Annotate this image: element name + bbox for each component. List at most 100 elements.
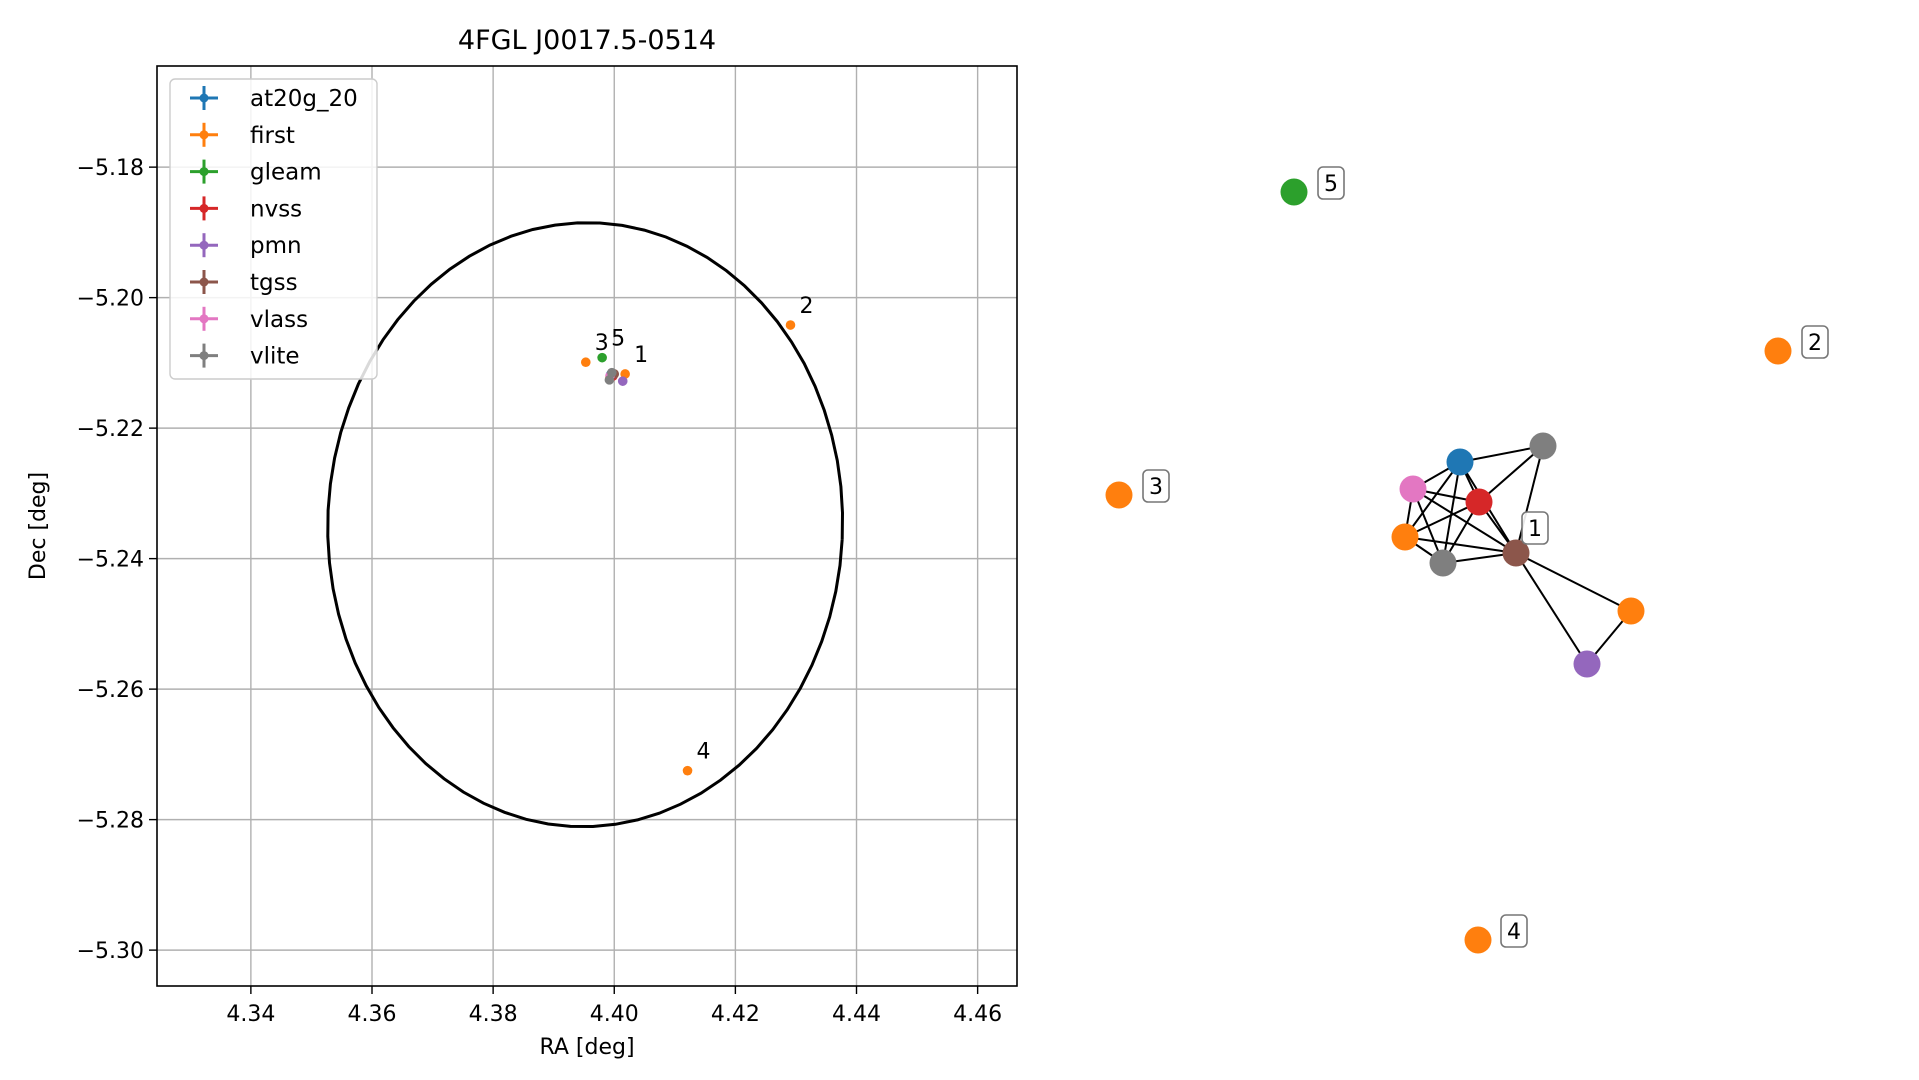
network-nodes [1105, 178, 1792, 954]
legend-label: vlass [250, 307, 308, 333]
network-edge [1459, 445, 1544, 463]
x-tick-label: 4.34 [226, 1002, 275, 1027]
network-node-labels: 5 2 3 4 1 [1142, 166, 1829, 948]
legend-marker-dot [199, 240, 209, 250]
annotation-3: 3 [595, 331, 609, 356]
first-point [580, 357, 591, 368]
legend-label: pmn [250, 233, 302, 259]
x-tick-label: 4.44 [832, 1002, 881, 1027]
annotation-1: 1 [634, 343, 648, 368]
x-axis-label: RA [deg] [539, 1035, 634, 1060]
legend-marker-dot [199, 277, 209, 287]
legend-entry-nvss: nvss [190, 196, 302, 222]
x-tick-label: 4.42 [711, 1002, 760, 1027]
legend-entry-at20g_20: at20g_20 [190, 86, 358, 112]
legend-marker-dot [199, 351, 209, 361]
network-node-orange_left [1391, 523, 1419, 551]
y-tick-label: −5.24 [77, 548, 144, 573]
source-points [580, 320, 796, 776]
network-edge [1515, 552, 1588, 665]
first-point [682, 765, 693, 776]
chart-title: 4FGL J0017.5-0514 [458, 25, 716, 56]
legend-entry-first: first [190, 122, 295, 149]
y-axis-ticks: −5.18 −5.20 −5.22 −5.24 −5.26 −5.28 −5.30 [77, 156, 157, 964]
network-label-text: 4 [1507, 920, 1521, 945]
network-node-n2 [1764, 337, 1792, 365]
legend-label: gleam [250, 160, 322, 186]
x-tick-label: 4.36 [348, 1002, 397, 1027]
network-node-orange_right [1617, 597, 1645, 625]
network-node-gray_top [1529, 432, 1557, 460]
network-label-box [1521, 511, 1549, 545]
network-label-4: 4 [1500, 914, 1528, 948]
network-node-n3 [1105, 481, 1133, 509]
network-label-1: 1 [1521, 511, 1549, 545]
y-tick-label: −5.30 [77, 939, 144, 964]
network-label-5: 5 [1317, 166, 1345, 200]
network-label-3: 3 [1142, 469, 1170, 503]
legend-label: vlite [250, 344, 300, 370]
network-edge [1515, 445, 1544, 554]
legend-marker-dot [199, 167, 209, 177]
network-node-purple [1573, 650, 1601, 678]
legend-marker-dot [199, 203, 209, 213]
network-edge [1404, 461, 1461, 538]
gleam-point [597, 352, 607, 363]
annotation-2: 2 [799, 294, 813, 319]
x-tick-label: 4.46 [953, 1002, 1002, 1027]
network-label-text: 5 [1324, 172, 1338, 197]
localization-ellipse [326, 221, 845, 829]
network-node-n1 [1502, 539, 1530, 567]
legend-entry-vlass: vlass [190, 306, 308, 333]
network-label-text: 3 [1149, 475, 1163, 500]
network-edge [1515, 552, 1632, 612]
legend-marker-dot [199, 93, 209, 103]
legend-label: nvss [250, 196, 302, 222]
x-axis-ticks: 4.34 4.36 4.38 4.40 4.42 4.44 4.46 [226, 986, 1002, 1027]
grid-lines [157, 66, 1017, 986]
network-label-box [1142, 469, 1170, 503]
ellipse-outline [326, 221, 845, 829]
plot-frame [156, 65, 1018, 987]
network-node-pink [1399, 475, 1427, 503]
first-point [785, 320, 796, 330]
legend-marker-dot [199, 130, 209, 140]
network-label-box [1317, 166, 1345, 200]
network-label-2: 2 [1801, 325, 1829, 359]
network-label-box [1500, 914, 1528, 948]
legend-label: first [250, 123, 295, 149]
annotation-4: 4 [697, 740, 711, 765]
network-edge [1404, 536, 1517, 554]
y-axis-label: Dec [deg] [26, 472, 51, 580]
network-edge [1478, 445, 1544, 503]
y-tick-label: −5.18 [77, 156, 144, 181]
network-node-n5 [1280, 178, 1308, 206]
legend-label: tgss [250, 270, 298, 296]
network-label-text: 1 [1528, 517, 1542, 542]
legend-entry-pmn: pmn [190, 233, 302, 259]
legend-box [169, 78, 378, 380]
x-tick-label: 4.38 [469, 1002, 518, 1027]
legend-entry-tgss: tgss [190, 270, 298, 296]
y-tick-label: −5.26 [77, 678, 144, 703]
network-node-red [1465, 488, 1493, 516]
y-tick-label: −5.20 [77, 287, 144, 312]
network-edge [1412, 488, 1517, 554]
network-node-n4 [1464, 926, 1492, 954]
legend-entry-gleam: gleam [190, 159, 322, 186]
legend-entry-vlite: vlite [190, 343, 300, 370]
network-edge [1404, 501, 1480, 538]
vlite-point [607, 367, 617, 378]
network-node-gray_bottom [1429, 549, 1457, 577]
network-label-text: 2 [1808, 331, 1822, 356]
legend-marker-dot [199, 314, 209, 324]
y-tick-label: −5.22 [77, 417, 144, 442]
annotation-5: 5 [611, 327, 625, 352]
legend-label: at20g_20 [250, 86, 358, 112]
pmn-point [617, 376, 628, 386]
point-annotations: 1 2 3 4 5 [595, 294, 814, 765]
network-node-blue [1446, 448, 1474, 476]
x-tick-label: 4.40 [590, 1002, 639, 1027]
